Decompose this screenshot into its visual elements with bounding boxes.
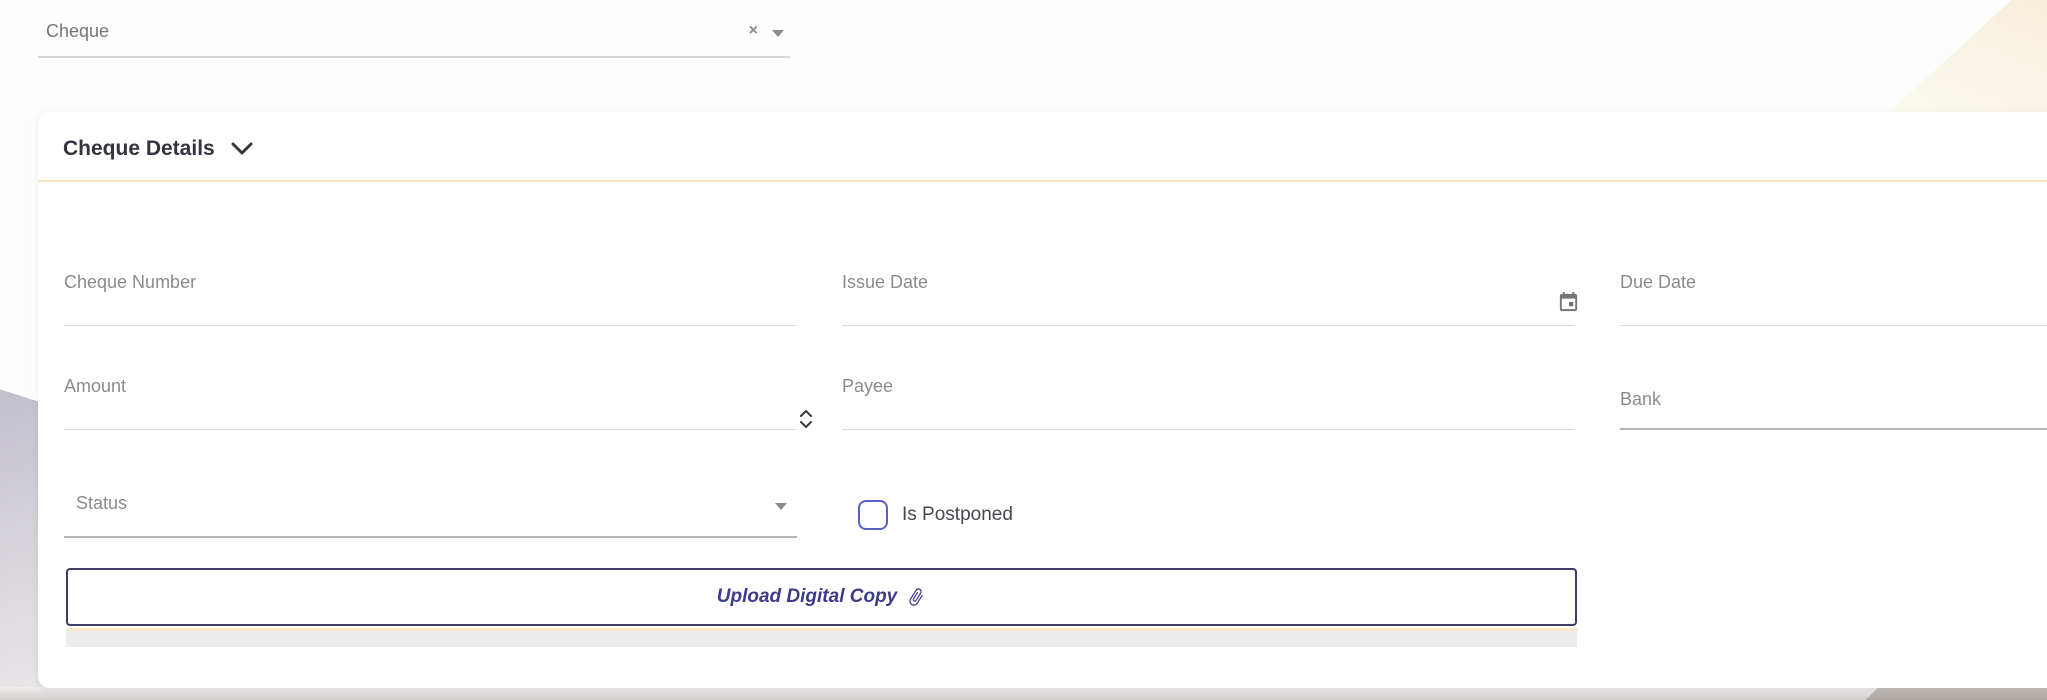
is-postponed-row: Is Postponed [858,500,1013,530]
issue-date-input[interactable] [842,270,1575,326]
amount-field [64,374,812,431]
paperclip-icon [902,582,931,611]
select-caret-icon[interactable] [775,503,787,510]
spinner-down-icon [800,421,812,428]
payee-field [842,374,1575,431]
bank-field [1620,374,2047,431]
due-date-input[interactable] [1620,270,2047,326]
bank-input[interactable] [1620,374,2047,430]
cheque-number-input[interactable] [64,270,797,326]
issue-date-field [842,270,1578,327]
number-spinner[interactable] [799,409,813,429]
amount-input[interactable] [64,374,797,430]
section-header-cheque-details[interactable]: Cheque Details [63,134,253,164]
upload-file-tray [66,631,1577,647]
dropdown-caret-icon[interactable] [772,30,784,37]
decor-corner-top-right [1889,0,2047,112]
payee-input[interactable] [842,374,1575,430]
cheque-number-field [64,270,797,327]
entity-select[interactable]: Cheque × [38,8,790,58]
decor-bottom-strip [0,687,2047,700]
is-postponed-checkbox[interactable] [858,500,888,530]
calendar-icon[interactable] [1557,290,1580,313]
is-postponed-label[interactable]: Is Postponed [902,504,1013,525]
status-select-label: Status [76,493,128,513]
cheque-details-card: Cheque Details Status Is Postpo [38,112,2047,688]
due-date-field [1620,270,2047,327]
clear-icon[interactable]: × [748,22,758,39]
decor-corner-bottom-right [1865,687,2047,700]
upload-accent-line [66,628,1577,631]
section-divider [38,180,2047,182]
spinner-up-icon [800,410,812,417]
upload-digital-copy-button[interactable]: Upload Digital Copy [66,568,1577,626]
chevron-down-icon[interactable] [231,142,253,156]
upload-button-label: Upload Digital Copy [716,586,898,607]
status-select[interactable]: Status [64,488,797,538]
entity-select-value: Cheque [46,21,110,41]
section-title: Cheque Details [63,137,215,160]
